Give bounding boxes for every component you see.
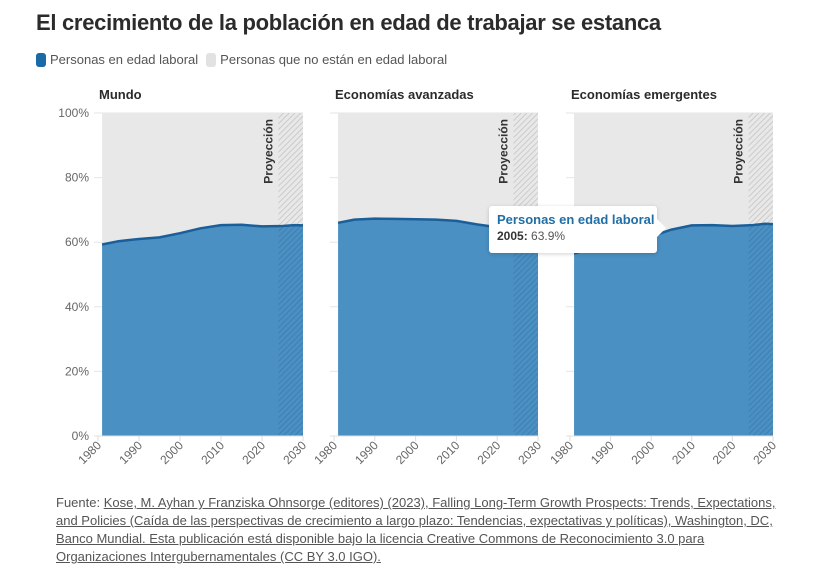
legend: Personas en edad laboral Personas que no…: [36, 52, 455, 67]
panel-2: Economías avanzadas 1980 1990 2000 2010 2020 2…: [311, 87, 544, 467]
source-prefix: Fuente:: [56, 495, 104, 510]
tooltip: Personas en edad laboral 2005: 63.9%: [489, 206, 666, 253]
x-tick-label: 2020: [475, 438, 504, 467]
y-tick-label: 100%: [58, 106, 89, 120]
panel-title: Mundo: [99, 87, 142, 102]
y-tick-label: 80%: [65, 171, 89, 185]
tooltip-series-name: Personas en edad laboral: [497, 212, 655, 227]
x-tick-label: 2010: [669, 438, 698, 467]
x-tick-label: 2000: [157, 438, 186, 467]
x-tick-label: 2030: [750, 438, 779, 467]
projection-label: Proyección: [261, 119, 275, 184]
projection-label: Proyección: [497, 119, 511, 184]
y-tick-label: 40%: [65, 300, 89, 314]
tooltip-value: 63.9%: [531, 229, 566, 243]
chart-title: El crecimiento de la población en edad d…: [36, 10, 661, 35]
projection-area-overlay: [278, 225, 303, 436]
legend-swatch-non-working-age: [206, 52, 217, 67]
panel-title: Economías avanzadas: [335, 87, 474, 102]
projection-area-overlay: [513, 229, 538, 436]
x-tick-label: 2000: [393, 438, 422, 467]
legend-label-non-working-age: Personas que no están en edad laboral: [220, 52, 448, 67]
x-tick-label: 1990: [352, 438, 381, 467]
projection-area-overlay: [748, 223, 773, 436]
x-tick-label: 2020: [710, 438, 739, 467]
x-tick-label: 1990: [588, 438, 617, 467]
small-multiples-chart: Mundo 0% 20% 40% 60% 80% 100% 1980 1990 2000 2010 2…: [58, 87, 779, 467]
projection-label: Proyección: [732, 119, 746, 184]
y-tick-label: 60%: [65, 235, 89, 249]
x-tick-label: 1990: [116, 438, 145, 467]
tooltip-value-row: 2005: 63.9%: [497, 229, 649, 243]
x-tick-label: 2000: [629, 438, 658, 467]
x-tick-label: 2030: [515, 438, 544, 467]
x-tick-label: 2020: [239, 438, 268, 467]
y-tick-label: 20%: [65, 364, 89, 378]
source-note: Fuente: Kose, M. Ayhan y Franziska Ohnso…: [56, 494, 776, 566]
legend-item-working-age[interactable]: Personas en edad laboral: [36, 52, 198, 67]
legend-item-non-working-age[interactable]: Personas que no están en edad laboral: [206, 52, 447, 67]
panel-title: Economías emergentes: [571, 87, 717, 102]
y-tick-label: 0%: [72, 429, 90, 443]
source-link[interactable]: Kose, M. Ayhan y Franziska Ohnsorge (edi…: [56, 495, 776, 564]
working-age-line: [101, 223, 304, 246]
x-tick-label: 1980: [311, 438, 340, 467]
x-tick-label: 2010: [198, 438, 227, 467]
working-age-area: [338, 218, 538, 436]
x-tick-label: 1980: [547, 438, 576, 467]
x-tick-label: 2010: [434, 438, 463, 467]
x-tick-label: 2030: [280, 438, 309, 467]
working-age-area: [574, 223, 773, 436]
working-age-area: [102, 224, 303, 436]
panel-3: Economías emergentes 1980 1990 2000 2010 2020…: [547, 87, 779, 467]
tooltip-year: 2005:: [497, 229, 528, 243]
legend-swatch-working-age: [36, 52, 46, 67]
legend-label-working-age: Personas en edad laboral: [50, 52, 199, 67]
